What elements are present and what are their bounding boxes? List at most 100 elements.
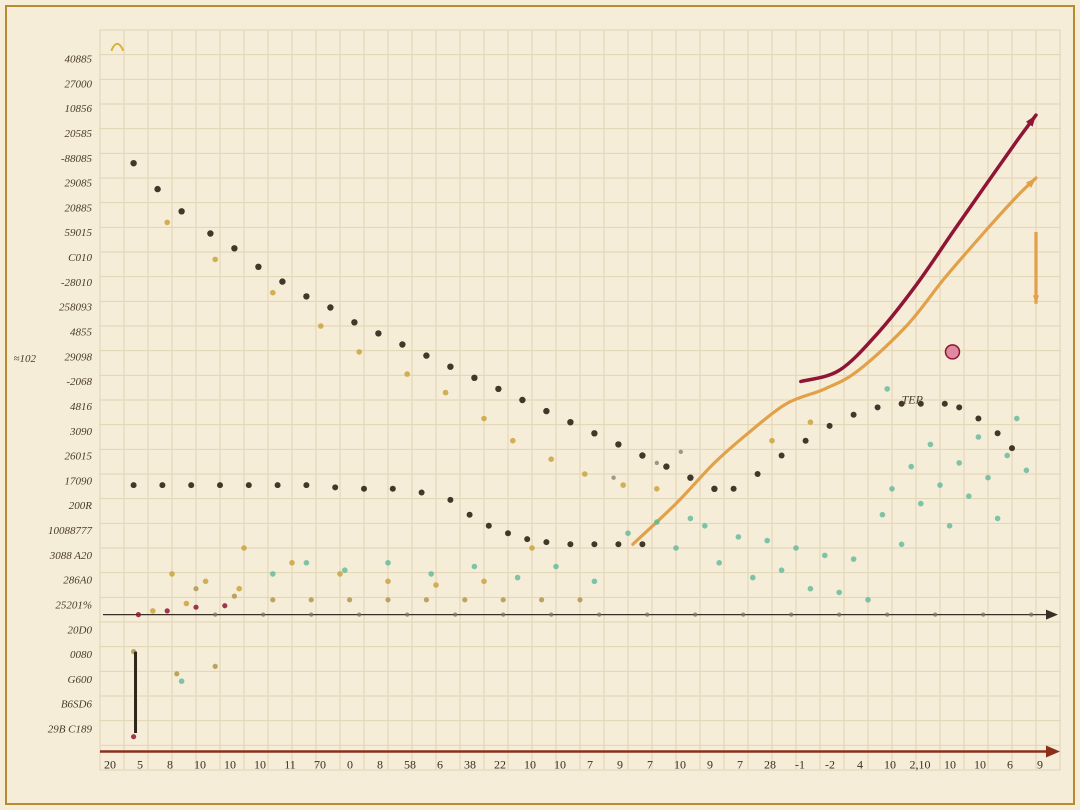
data-point	[385, 597, 390, 602]
data-point	[693, 612, 697, 616]
x-tick-label: 7	[587, 757, 593, 771]
data-point	[213, 612, 217, 616]
data-point	[519, 397, 525, 403]
data-point	[851, 412, 857, 418]
data-point	[136, 612, 141, 617]
data-point	[159, 482, 165, 488]
data-point	[639, 541, 645, 547]
y-tick-label: 20885	[65, 202, 93, 214]
data-point	[255, 264, 261, 270]
data-point	[193, 605, 198, 610]
data-point	[279, 278, 285, 284]
data-point	[213, 664, 218, 669]
data-point	[808, 586, 814, 592]
x-tick-label: 9	[617, 757, 623, 771]
x-tick-label: 7	[647, 757, 653, 771]
data-point	[837, 612, 841, 616]
data-point	[702, 523, 708, 529]
y-tick-label: 4855	[70, 326, 93, 338]
data-point	[995, 430, 1001, 436]
data-point	[741, 612, 745, 616]
data-point	[495, 386, 501, 392]
data-point	[567, 541, 573, 547]
y-tick-label: 25201%	[55, 599, 92, 611]
data-point	[404, 371, 410, 377]
data-point	[447, 497, 453, 503]
data-point	[385, 560, 391, 566]
data-point	[361, 486, 367, 492]
data-point	[673, 545, 679, 551]
y-tick-label: 27000	[65, 78, 93, 90]
data-point	[577, 597, 582, 602]
data-point	[947, 523, 953, 529]
y-tick-label: 20585	[65, 128, 93, 140]
data-point	[956, 404, 962, 410]
highlight-marker	[945, 345, 959, 359]
data-point	[582, 471, 588, 477]
data-point	[193, 586, 198, 591]
x-tick-label: 70	[314, 757, 326, 771]
x-tick-label: 5	[137, 757, 143, 771]
data-point	[543, 539, 549, 545]
data-point	[865, 597, 871, 603]
data-point	[150, 608, 156, 614]
data-point	[875, 404, 881, 410]
data-point	[342, 567, 348, 573]
data-point	[789, 612, 793, 616]
data-point	[975, 416, 981, 422]
data-point	[419, 490, 425, 496]
data-point	[309, 597, 314, 602]
data-point	[424, 597, 429, 602]
y-tick-label: -28010	[61, 277, 93, 289]
data-point	[270, 571, 276, 577]
x-tick-label: 10	[974, 757, 986, 771]
data-point	[851, 556, 857, 562]
data-point	[793, 545, 799, 551]
data-point	[179, 678, 185, 684]
data-point	[505, 530, 511, 536]
data-point	[164, 220, 170, 226]
data-point	[688, 516, 694, 522]
data-point	[976, 434, 982, 440]
data-point	[165, 608, 170, 613]
y-tick-label: 4816	[70, 401, 93, 413]
y-extra-label: ≈102	[13, 353, 36, 365]
y-tick-label: 3090	[69, 426, 93, 438]
data-point	[808, 419, 814, 425]
y-tick-label: C010	[68, 252, 92, 264]
data-point	[1024, 468, 1030, 474]
x-tick-label: -1	[795, 757, 805, 771]
data-point	[332, 484, 338, 490]
y-tick-label: 10088777	[48, 525, 93, 537]
data-point	[591, 541, 597, 547]
data-point	[549, 612, 553, 616]
data-point	[231, 245, 237, 251]
data-point	[203, 579, 209, 585]
data-point	[942, 401, 948, 407]
x-tick-label: 38	[464, 757, 476, 771]
data-point	[270, 597, 275, 602]
data-point	[755, 471, 761, 477]
data-point	[356, 349, 362, 355]
data-point	[481, 579, 487, 585]
data-point	[303, 293, 309, 299]
y-tick-label: 20D0	[68, 624, 93, 636]
data-point	[591, 430, 597, 436]
x-tick-label: 10	[944, 757, 956, 771]
data-point	[217, 482, 223, 488]
data-point	[1009, 445, 1015, 451]
data-point	[803, 438, 809, 444]
data-point	[154, 186, 160, 192]
data-point	[347, 597, 352, 602]
data-point	[510, 438, 516, 444]
data-point	[130, 160, 136, 166]
data-point	[529, 545, 535, 551]
x-tick-label: 10	[524, 757, 536, 771]
data-point	[687, 475, 693, 481]
data-point	[472, 564, 478, 570]
data-point	[1029, 612, 1033, 616]
x-tick-label: 10	[884, 757, 896, 771]
data-point	[1004, 453, 1010, 459]
data-point	[567, 419, 573, 425]
data-point	[174, 671, 179, 676]
